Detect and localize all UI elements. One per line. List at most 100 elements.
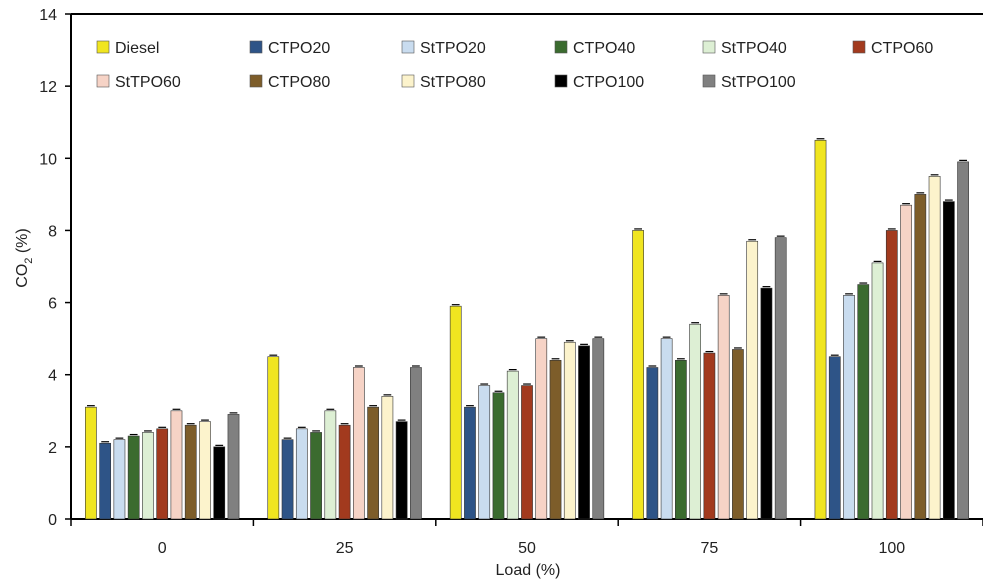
bar: [843, 295, 855, 520]
bar: [660, 338, 673, 520]
legend-swatch: [96, 40, 110, 54]
bar: [914, 194, 927, 520]
bars: [85, 138, 969, 520]
bar: [352, 367, 365, 520]
y-tick-label: 2: [48, 440, 57, 457]
y-axis-title-subscript: 2: [23, 258, 35, 264]
bar: [703, 352, 716, 520]
bar: [900, 204, 912, 520]
legend-swatch: [554, 40, 568, 54]
bar: [113, 439, 126, 520]
bar: [170, 410, 183, 520]
y-axis-title-unit: (%): [14, 228, 31, 257]
bar: [689, 323, 702, 520]
bar: [267, 356, 280, 520]
bar: [85, 406, 97, 520]
bar: [592, 338, 605, 520]
legend-label: StTPO20: [420, 40, 486, 57]
legend-entry: StTPO20: [401, 40, 486, 57]
y-axis-title: CO2 (%): [14, 228, 35, 287]
legend-swatch: [702, 40, 716, 54]
bar: [942, 201, 955, 520]
y-axis: 0 2 4 6 8 10 12 14: [39, 7, 71, 529]
bar: [310, 432, 322, 520]
bar: [156, 428, 169, 520]
legend-label: CTPO20: [268, 40, 330, 57]
x-tick-label: 50: [518, 540, 536, 557]
legend-entry: StTPO40: [702, 40, 787, 57]
legend-swatch: [401, 40, 415, 54]
x-tick-label: 0: [158, 540, 167, 557]
bar: [410, 367, 422, 520]
bar: [184, 424, 197, 520]
bar: [227, 414, 240, 520]
bar: [746, 240, 759, 520]
legend-entry: CTPO100: [554, 74, 644, 91]
y-tick-label: 14: [39, 7, 57, 24]
bar: [213, 446, 226, 520]
legend-entry: CTPO60: [852, 40, 933, 57]
legend-label: StTPO40: [721, 40, 787, 57]
y-tick-label: 12: [39, 79, 57, 96]
legend-swatch: [401, 74, 415, 88]
bar: [338, 424, 351, 520]
y-tick-label: 10: [39, 151, 57, 168]
bar: [449, 305, 462, 520]
legend-label: Diesel: [115, 40, 159, 57]
bar: [675, 359, 687, 520]
bar: [295, 428, 308, 520]
bar: [814, 139, 827, 520]
bar: [828, 356, 841, 520]
x-tick-label: 25: [336, 540, 354, 557]
bar: [732, 349, 744, 520]
legend-entry: CTPO20: [249, 40, 330, 57]
bar: [395, 421, 408, 520]
bar: [199, 421, 211, 520]
legend-label: StTPO80: [420, 74, 486, 91]
x-tick-label: 75: [701, 540, 719, 557]
bar: [506, 370, 519, 520]
bar: [857, 284, 870, 520]
legend-label: CTPO80: [268, 74, 330, 91]
bar: [760, 287, 773, 520]
legend-entry: CTPO40: [554, 40, 635, 57]
bar: [521, 385, 533, 520]
legend-swatch: [249, 74, 263, 88]
bar: [871, 262, 884, 520]
bar: [549, 359, 562, 520]
y-tick-label: 8: [48, 223, 57, 240]
bar: [957, 161, 969, 520]
bar: [885, 230, 898, 520]
y-axis-title-main: CO: [14, 264, 31, 288]
x-axis-title: Load (%): [496, 562, 561, 579]
bar: [367, 406, 379, 520]
y-tick-label: 4: [48, 368, 57, 385]
legend-swatch: [554, 74, 568, 88]
legend-entry: Diesel: [96, 40, 159, 57]
legend-swatch: [702, 74, 716, 88]
bar: [324, 410, 337, 520]
y-tick-label: 6: [48, 296, 57, 313]
legend-entry: StTPO100: [702, 74, 796, 91]
legend-entry: StTPO60: [96, 74, 181, 91]
bar: [774, 237, 787, 520]
legend-label: CTPO100: [573, 74, 644, 91]
bar: [478, 385, 491, 520]
legend-label: StTPO100: [721, 74, 796, 91]
x-axis: 0 25 50 75 100: [70, 519, 983, 557]
bar: [646, 367, 659, 520]
bar: [464, 406, 476, 520]
legend-swatch: [852, 40, 866, 54]
legend-label: StTPO60: [115, 74, 181, 91]
legend-swatch: [96, 74, 110, 88]
bar: [928, 176, 941, 520]
legend-label: CTPO40: [573, 40, 635, 57]
y-tick-label: 0: [48, 512, 57, 529]
bar: [717, 295, 730, 520]
bar: [535, 338, 548, 520]
legend-label: CTPO60: [871, 40, 933, 57]
bar: [142, 432, 154, 520]
legend-swatch: [249, 40, 263, 54]
